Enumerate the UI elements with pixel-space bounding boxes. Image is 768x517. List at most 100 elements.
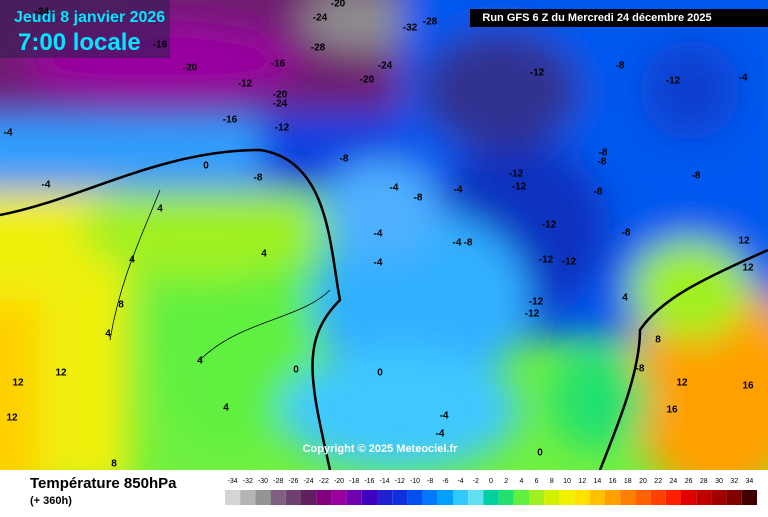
legend-label: 26 (685, 478, 693, 485)
contour-label: -12 (562, 257, 577, 268)
legend-swatch (681, 490, 697, 505)
legend-label: -12 (395, 478, 405, 485)
legend-label: 30 (715, 478, 723, 485)
contour-label: -20 (360, 75, 375, 86)
contour-label: -4 (390, 183, 399, 194)
legend-swatch (544, 490, 560, 505)
legend-swatch (574, 490, 590, 505)
contour-label: -16 (271, 59, 286, 70)
legend-swatch (620, 490, 636, 505)
contour-label: -4 (436, 429, 445, 440)
contour-label: 8 (655, 335, 661, 346)
legend-swatch (301, 490, 317, 505)
legend-swatch (589, 490, 605, 505)
contour-label: 0 (293, 365, 299, 376)
legend-swatch (498, 490, 514, 505)
legend-label: 32 (730, 478, 738, 485)
legend-swatch (255, 490, 271, 505)
legend-swatch (285, 490, 301, 505)
legend-swatch (529, 490, 545, 505)
contour-label: -12 (525, 309, 540, 320)
contour-label: 4 (105, 329, 111, 340)
contour-label: -20 (331, 0, 346, 10)
contour-label: -16 (153, 40, 168, 51)
contour-label: -4 (374, 229, 383, 240)
contour-label: -12 (542, 220, 557, 231)
legend-label: 12 (578, 478, 586, 485)
contour-label: 4 (223, 403, 229, 414)
contour-label: 0 (203, 161, 209, 172)
legend-label: -20 (334, 478, 344, 485)
legend-label: -14 (380, 478, 390, 485)
contour-label: -4 (42, 180, 51, 191)
contour-label: 16 (742, 381, 754, 392)
contour-label: -20 (183, 63, 198, 74)
contour-label: -4 (4, 128, 13, 139)
legend-label: 34 (746, 478, 754, 485)
legend-swatch (392, 490, 408, 505)
legend-label: -10 (410, 478, 420, 485)
legend-swatch (650, 490, 666, 505)
run-info: Run GFS 6 Z du Mercredi 24 décembre 2025 (482, 12, 711, 24)
contour-label: 12 (676, 378, 688, 389)
legend-label: -30 (258, 478, 268, 485)
contour-label: -12 (509, 169, 524, 180)
contour-label: -8 (636, 364, 645, 375)
temperature-field (0, 0, 768, 470)
legend-label: 22 (654, 478, 662, 485)
contour-label: 8 (111, 459, 117, 470)
isotherm (0, 148, 342, 470)
contour (109, 189, 331, 361)
legend-label: 16 (609, 478, 617, 485)
forecast-date: Jeudi 8 janvier 2026 (14, 9, 165, 26)
contour-label: -20 (273, 90, 288, 101)
legend-swatch (270, 490, 286, 505)
variable-title: Température 850hPa (30, 475, 177, 492)
legend-swatch (377, 490, 393, 505)
legend-label: 8 (550, 478, 554, 485)
legend-label: -4 (457, 478, 463, 485)
legend-swatch (316, 490, 332, 505)
contour-label: 4 (157, 204, 163, 215)
legend-swatch (741, 490, 757, 505)
legend-label: 0 (489, 478, 493, 485)
contour-label: 12 (742, 263, 754, 274)
contour-label: -24 (35, 7, 50, 18)
contour-label: 12 (738, 236, 750, 247)
legend-swatch (726, 490, 742, 505)
legend-label: -34 (228, 478, 238, 485)
contour-label: 4 (197, 356, 203, 367)
legend-swatch (407, 490, 423, 505)
contour-label: -8 (692, 171, 701, 182)
contour-label: 12 (55, 368, 67, 379)
run-box (470, 9, 768, 27)
legend-swatch (711, 490, 727, 505)
contour-label: -4 (453, 238, 462, 249)
contour-label: 0 (377, 368, 383, 379)
legend-label: 28 (700, 478, 708, 485)
legend-label: -6 (442, 478, 448, 485)
legend-label: -16 (364, 478, 374, 485)
legend-label: -2 (473, 478, 479, 485)
contour-label: -24 (313, 13, 328, 24)
legend-swatch (665, 490, 681, 505)
copyright: Copyright © 2025 Meteociel.fr (303, 443, 459, 455)
isotherm (598, 248, 768, 470)
legend-swatch (605, 490, 621, 505)
legend-swatch (635, 490, 651, 505)
legend-label: 14 (594, 478, 602, 485)
legend-label: 2 (504, 478, 508, 485)
contour-label: -12 (529, 297, 544, 308)
legend-label: -24 (304, 478, 314, 485)
legend-swatch (453, 490, 469, 505)
legend-swatch (483, 490, 499, 505)
contour-label: 16 (666, 405, 678, 416)
forecast-time: 7:00 locale (18, 29, 141, 56)
legend-swatch (696, 490, 712, 505)
contour-label: 0 (537, 448, 543, 459)
legend-swatch (240, 490, 256, 505)
legend-label: 6 (535, 478, 539, 485)
contour-label: -28 (311, 43, 326, 54)
